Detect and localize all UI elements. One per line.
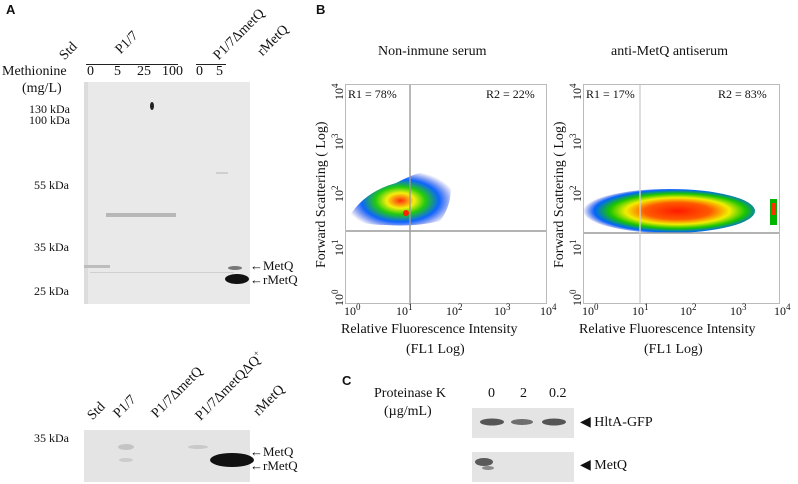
- flow-plot-2-xlabel-2: (FL1 Log): [644, 342, 703, 357]
- marker-55kda: 55 kDa: [34, 178, 69, 192]
- flow-plot-2-ytick-1: 101: [568, 239, 584, 257]
- flow-plot-2-xtick-3: 103: [730, 302, 747, 318]
- proteinase-k-unit: (µg/mL): [384, 404, 432, 419]
- flow-plot-2-xtick-2: 102: [680, 302, 697, 318]
- flow-plot-2: [583, 84, 780, 304]
- conc-p17-100: 100: [162, 64, 183, 79]
- western-blot-top: [84, 82, 250, 304]
- conc-p17-0: 0: [87, 64, 94, 79]
- western-blot-bottom-bands: [84, 430, 254, 482]
- arrow-metq-top: ←MetQ: [250, 258, 294, 273]
- flow-plot-1-svg: [346, 85, 546, 303]
- panel-c-letter: C: [342, 373, 352, 388]
- flow-plot-2-ylabel: Forward Scattering ( Log): [552, 121, 567, 268]
- flow-plot-1-xtick-0: 100: [344, 302, 361, 318]
- pk-conc-2: 2: [520, 386, 527, 401]
- conc-mutant-5: 5: [216, 64, 223, 79]
- bottom-lane-label-p17: P1/7: [110, 392, 140, 422]
- flow-plot-1-ytick-3: 103: [330, 133, 346, 151]
- flow-plot-1-r2: R2 = 22%: [486, 87, 535, 101]
- flow-plot-2-xtick-1: 101: [632, 302, 649, 318]
- flow-plot-2-ytick-3: 103: [568, 133, 584, 151]
- arrow-rmetq-top: ←rMetQ: [250, 272, 298, 287]
- marker-35kda: 35 kDa: [34, 240, 69, 254]
- pk-blot-hlta: [472, 408, 574, 438]
- methionine-unit: (mg/L): [22, 81, 62, 96]
- flow-plot-2-xtick-4: 104: [774, 302, 791, 318]
- panel-b-letter: B: [316, 2, 326, 17]
- bottom-lane-label-comp-text: P1/7ΔmetQΔQ: [192, 353, 264, 424]
- panel-a-letter: A: [6, 2, 16, 17]
- flow-plot-1-xtick-4: 104: [540, 302, 557, 318]
- flow-plot-2-svg: [583, 85, 779, 303]
- flow-plot-2-title: anti-MetQ antiserum: [611, 44, 729, 59]
- pk-conc-02: 0.2: [549, 386, 567, 401]
- flow-plot-1: [345, 84, 547, 304]
- pk-row-metq-label: ◀ MetQ: [580, 458, 627, 473]
- flow-plot-1-ytick-4: 104: [330, 83, 346, 101]
- flow-plot-1-ytick-1: 101: [330, 239, 346, 257]
- flow-plot-2-ytick-4: 104: [568, 83, 584, 101]
- flow-plot-2-r1: R1 = 17%: [586, 87, 635, 101]
- lane-label-rmetq: rMetQ: [254, 22, 292, 60]
- arrow-rmetq-bottom: ←rMetQ: [250, 458, 298, 473]
- mutant-group-line: [196, 64, 226, 65]
- flow-plot-1-xtick-1: 101: [396, 302, 413, 318]
- flow-plot-1-xlabel-2: (FL1 Log): [406, 342, 465, 357]
- conc-p17-25: 25: [137, 64, 151, 79]
- proteinase-k-label: Proteinase K: [374, 386, 446, 401]
- marker-130kda: 130 kDa: [29, 102, 70, 116]
- arrow-metq-bottom: ←MetQ: [250, 444, 294, 459]
- lane-label-p17-dmetq-text: P1/7ΔmetQ: [210, 6, 268, 64]
- flow-plot-1-r1: R1 = 78%: [348, 87, 397, 101]
- flow-plot-2-xtick-0: 100: [582, 302, 599, 318]
- western-blot-top-bands: [84, 82, 250, 304]
- bottom-lane-label-std: Std: [84, 399, 109, 424]
- pk-row-metq-text: MetQ: [594, 458, 627, 473]
- pk-row-hlta-label: ◀ HltA-GFP: [580, 415, 653, 430]
- pk-blot-metq: [472, 452, 574, 482]
- lane-label-p17-dmetq: P1/7ΔmetQ: [211, 6, 269, 64]
- flow-plot-1-xlabel-1: Relative Fluorescence Intensity: [341, 322, 518, 337]
- pk-conc-0: 0: [488, 386, 495, 401]
- flow-plot-1-xtick-3: 103: [494, 302, 511, 318]
- lane-label-std: Std: [56, 39, 81, 64]
- marker-100kda: 100 kDa: [29, 113, 70, 127]
- flow-plot-1-ylabel: Forward Scattering ( Log): [314, 121, 329, 268]
- flow-plot-1-xtick-2: 102: [446, 302, 463, 318]
- bottom-marker-35kda: 35 kDa: [34, 431, 69, 445]
- methionine-label: Methionine: [2, 64, 67, 79]
- western-blot-bottom: [84, 430, 254, 482]
- flow-plot-1-ytick-2: 102: [330, 185, 346, 203]
- flow-plot-1-title: Non-inmune serum: [378, 44, 487, 59]
- flow-plot-2-xlabel-1: Relative Fluorescence Intensity: [579, 322, 756, 337]
- p17-group-line: [86, 64, 178, 65]
- conc-p17-5: 5: [114, 64, 121, 79]
- marker-25kda: 25 kDa: [34, 284, 69, 298]
- lane-label-p17: P1/7: [112, 28, 142, 58]
- conc-mutant-0: 0: [196, 64, 203, 79]
- flow-plot-2-r2: R2 = 83%: [718, 87, 767, 101]
- pk-row-hlta-text: HltA-GFP: [594, 415, 653, 430]
- flow-plot-2-ytick-2: 102: [568, 185, 584, 203]
- pk-blot-metq-bands: [475, 458, 494, 470]
- pk-blot-hlta-bands: [480, 418, 566, 426]
- bottom-lane-label-rmetq: rMetQ: [250, 382, 288, 420]
